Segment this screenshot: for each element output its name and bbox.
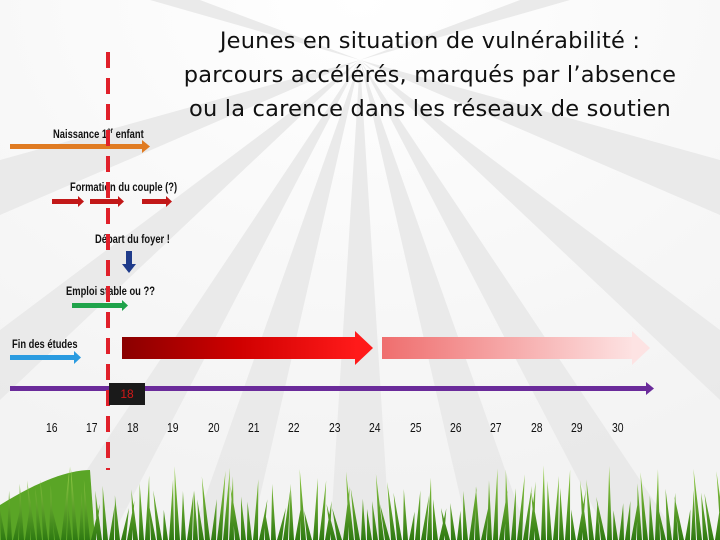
band-accelerated	[122, 331, 373, 365]
arrow-emploi	[72, 300, 128, 311]
age-tick-30: 30	[611, 420, 624, 435]
age-tick-24: 24	[369, 420, 381, 435]
title-line-3: ou la carence dans les réseaux de soutie…	[188, 96, 671, 122]
label-naissance-sup: er	[107, 126, 114, 135]
age-tick-18: 18	[126, 420, 139, 435]
age-tick-16: 16	[46, 420, 58, 435]
age-tick-22: 22	[288, 420, 300, 435]
age-tick-23: 23	[328, 420, 341, 435]
label-naissance-text: Naissance 1	[53, 127, 108, 141]
title-line-1: Jeunes en situation de vulnérabilité :	[219, 28, 641, 54]
arrow-fin-etudes	[10, 351, 81, 364]
arrow-depart	[122, 251, 136, 273]
label-naissance-rest: enfant	[113, 127, 144, 141]
label-fin-etudes: Fin des études	[12, 337, 78, 351]
arrow-formation	[52, 196, 172, 207]
label-emploi: Emploi stable ou ??	[66, 284, 155, 298]
age-tick-17: 17	[86, 420, 98, 435]
age-tick-25: 25	[409, 420, 422, 435]
age-18-badge: 18	[109, 383, 145, 405]
age-tick-28: 28	[530, 420, 543, 435]
age-tick-29: 29	[571, 420, 583, 435]
age-tick-20: 20	[207, 420, 220, 435]
label-naissance: Naissance 1er enfant	[53, 126, 144, 141]
timeline-axis	[10, 382, 654, 395]
band-fading	[382, 331, 650, 365]
age-tick-21: 21	[248, 420, 260, 435]
grass	[0, 465, 720, 540]
age-tick-19: 19	[167, 420, 179, 435]
age-tick-26: 26	[450, 420, 462, 435]
age-tick-27: 27	[490, 420, 502, 435]
label-formation: Formation du couple (?)	[70, 180, 178, 194]
label-depart: Départ du foyer !	[95, 232, 170, 246]
arrow-naissance	[10, 140, 150, 153]
title-line-2: parcours accélérés, marqués par l’absenc…	[183, 62, 677, 88]
